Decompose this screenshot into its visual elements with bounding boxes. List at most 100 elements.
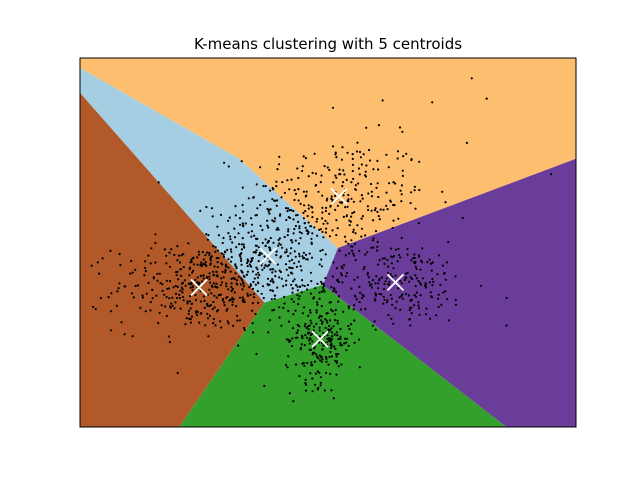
data-point xyxy=(321,248,324,252)
data-point xyxy=(329,340,332,343)
data-point xyxy=(284,251,287,254)
data-point xyxy=(409,202,412,205)
data-point xyxy=(319,181,322,184)
data-point xyxy=(505,324,508,327)
data-point xyxy=(321,320,324,323)
data-point xyxy=(150,247,153,250)
data-point xyxy=(187,282,190,285)
data-point xyxy=(325,199,328,202)
data-point xyxy=(321,194,324,197)
data-point xyxy=(406,247,409,251)
data-point xyxy=(431,278,434,281)
data-point xyxy=(371,324,374,327)
data-point xyxy=(431,101,434,104)
data-point xyxy=(361,293,364,296)
data-point xyxy=(176,245,179,248)
data-point xyxy=(299,346,303,349)
data-point xyxy=(441,264,444,267)
data-point xyxy=(180,282,183,285)
data-point xyxy=(335,290,338,293)
data-point xyxy=(328,301,331,304)
data-point xyxy=(334,309,337,312)
data-point xyxy=(357,182,360,185)
data-point xyxy=(187,242,190,245)
data-point xyxy=(326,334,329,337)
data-point xyxy=(304,383,308,386)
data-point xyxy=(261,268,264,271)
data-point xyxy=(118,282,121,285)
data-point xyxy=(252,196,255,199)
data-point xyxy=(292,400,295,403)
data-point xyxy=(240,243,243,246)
data-point xyxy=(398,126,402,129)
data-point xyxy=(298,252,301,255)
data-point xyxy=(331,229,334,232)
data-point xyxy=(387,166,390,169)
data-point xyxy=(230,256,233,259)
data-point xyxy=(415,291,418,294)
data-point xyxy=(364,234,367,237)
data-point xyxy=(309,309,312,312)
data-point xyxy=(297,220,300,223)
data-point xyxy=(242,210,245,213)
data-point xyxy=(290,247,293,250)
data-point xyxy=(291,327,295,330)
data-point xyxy=(406,253,409,256)
data-point xyxy=(409,324,412,327)
data-point xyxy=(312,296,316,299)
data-point xyxy=(305,336,309,339)
data-point xyxy=(307,204,310,207)
data-point xyxy=(184,284,187,287)
data-point xyxy=(378,259,381,262)
data-point xyxy=(374,207,377,210)
data-point xyxy=(309,311,312,314)
data-point xyxy=(231,303,234,306)
data-point xyxy=(227,232,230,235)
data-point xyxy=(278,242,281,245)
data-point xyxy=(290,298,293,301)
data-point xyxy=(382,302,385,305)
data-point xyxy=(358,300,361,304)
data-point xyxy=(347,198,350,201)
data-point xyxy=(317,190,320,193)
data-point xyxy=(335,373,338,376)
data-point xyxy=(318,354,321,357)
data-point xyxy=(354,184,357,187)
data-point xyxy=(290,283,293,286)
data-point xyxy=(310,241,313,244)
data-point xyxy=(325,227,328,230)
data-point xyxy=(283,295,286,298)
data-point xyxy=(429,291,432,294)
data-point xyxy=(322,282,325,285)
data-point xyxy=(339,337,342,340)
data-point xyxy=(414,265,417,268)
data-point xyxy=(376,287,380,290)
data-point xyxy=(278,155,281,158)
data-point xyxy=(237,275,240,278)
data-point xyxy=(342,181,345,184)
data-point xyxy=(390,255,393,258)
data-point xyxy=(198,281,201,285)
data-point xyxy=(247,259,250,262)
data-point xyxy=(232,324,235,327)
data-point xyxy=(231,241,234,244)
data-point xyxy=(361,197,364,200)
data-point xyxy=(418,160,421,163)
data-point xyxy=(190,315,193,318)
data-point xyxy=(118,253,121,256)
data-point xyxy=(293,262,296,265)
data-point xyxy=(279,213,282,216)
data-point xyxy=(201,280,204,283)
data-point xyxy=(156,279,159,282)
data-point xyxy=(219,284,222,287)
data-point xyxy=(301,165,304,168)
data-point xyxy=(298,231,301,234)
data-point xyxy=(291,291,294,294)
data-point xyxy=(326,321,329,324)
data-point xyxy=(304,157,307,160)
data-point xyxy=(297,188,300,191)
data-point xyxy=(206,238,209,241)
data-point xyxy=(382,208,385,211)
data-point xyxy=(291,337,294,340)
data-point xyxy=(98,272,101,275)
